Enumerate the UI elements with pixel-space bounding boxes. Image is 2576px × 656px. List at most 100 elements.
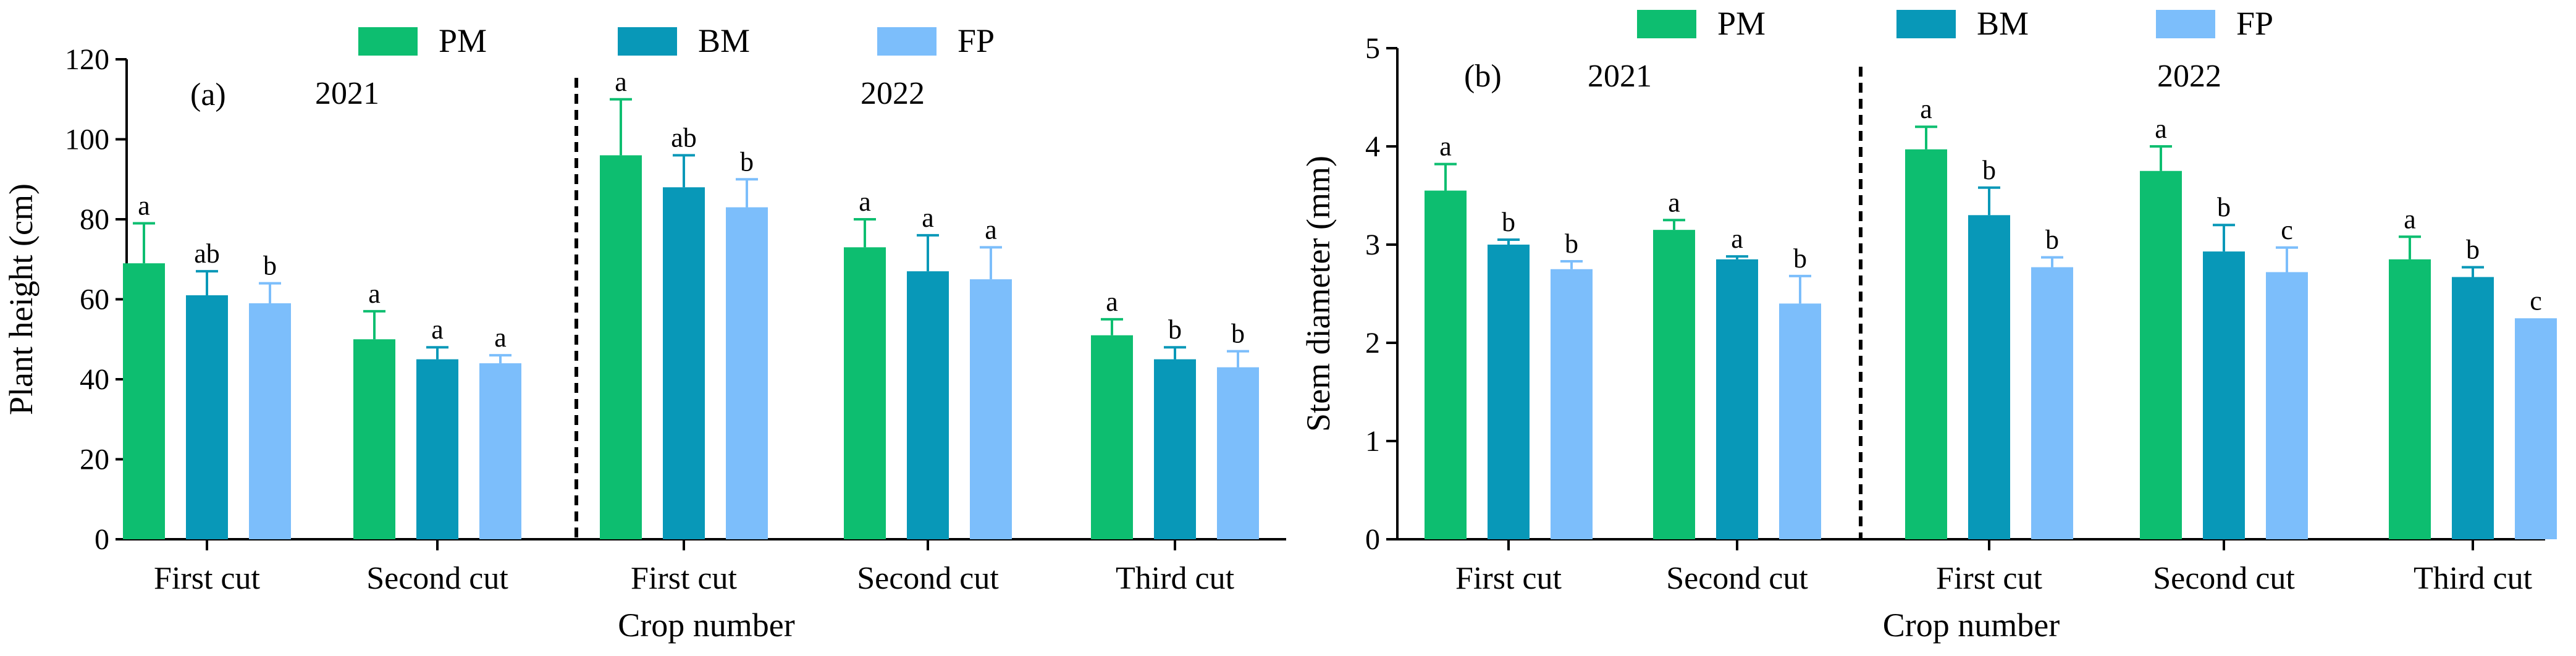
x-tick-label: Third cut <box>1116 561 1235 596</box>
bar-pm <box>1091 335 1133 539</box>
significance-letter: a <box>431 314 444 345</box>
bar-fp <box>1217 367 1259 539</box>
legend-label-bm: BM <box>1977 5 2029 42</box>
significance-letter: b <box>1793 243 1807 274</box>
bar-fp <box>479 363 521 539</box>
bar-bm <box>1968 215 2010 539</box>
bar-bm <box>2452 277 2494 539</box>
significance-letter: b <box>2045 225 2059 255</box>
legend-swatch-pm <box>1637 10 1696 38</box>
bar-bm <box>907 271 949 539</box>
x-tick-label: First cut <box>154 561 260 596</box>
significance-letter: b <box>1168 314 1182 345</box>
legend-label-pm: PM <box>1717 5 1766 42</box>
legend-swatch-bm <box>618 27 677 56</box>
bar-bm <box>1154 359 1196 539</box>
bar-pm <box>123 263 165 539</box>
bar-fp <box>1779 303 1821 539</box>
significance-letter: a <box>494 322 507 353</box>
y-tick-label: 1 <box>1365 425 1380 458</box>
significance-letter: b <box>2217 192 2231 222</box>
significance-letter: a <box>859 187 871 217</box>
legend-label-fp: FP <box>2236 5 2273 42</box>
y-axis-title: Stem diameter (mm) <box>1300 156 1337 432</box>
significance-letter: b <box>740 146 754 177</box>
x-tick-label: First cut <box>631 561 737 596</box>
y-tick-label: 0 <box>1365 523 1380 556</box>
bar-fp <box>249 303 291 539</box>
significance-letter: a <box>1920 94 1932 124</box>
x-tick-label: First cut <box>1936 561 2042 596</box>
bar-bm <box>2203 251 2245 539</box>
y-tick-label: 20 <box>80 444 109 476</box>
year-label: 2021 <box>1588 59 1652 94</box>
y-tick-label: 120 <box>65 43 109 76</box>
chart-panel-a: 0 20 40 60 80 100 120 Plant height (cm) Crop num… <box>2 22 1286 644</box>
bar-pm <box>600 155 642 539</box>
significance-letter: ab <box>194 238 220 269</box>
significance-letter: a <box>1106 287 1118 317</box>
significance-letter: ab <box>671 122 697 153</box>
x-tick-label: Second cut <box>366 561 508 596</box>
bar-fp <box>2266 272 2308 539</box>
significance-letter: a <box>615 67 627 97</box>
bar-bm <box>186 295 228 539</box>
significance-letter: a <box>2404 204 2416 234</box>
significance-letter: a <box>2155 114 2167 144</box>
x-tick-label: Third cut <box>2414 561 2533 596</box>
y-tick-label: 2 <box>1365 327 1380 360</box>
significance-letter: a <box>138 190 150 221</box>
significance-letter: a <box>985 214 997 245</box>
year-label: 2021 <box>315 76 379 111</box>
significance-letter: c <box>2530 285 2542 316</box>
legend-label-pm: PM <box>439 22 487 59</box>
legend-swatch-fp <box>2156 10 2215 38</box>
x-axis-title: Crop number <box>618 607 794 644</box>
legend-label-fp: FP <box>958 22 995 59</box>
bar-bm <box>1488 245 1530 539</box>
legend-swatch-pm <box>358 27 418 56</box>
y-tick-label: 60 <box>80 284 109 316</box>
bar-pm <box>1905 149 1947 539</box>
y-tick-label: 40 <box>80 363 109 396</box>
bar-bm <box>1716 259 1758 539</box>
bar-fp <box>2031 267 2073 539</box>
x-axis-title: Crop number <box>1883 607 2060 644</box>
bar-pm <box>844 247 886 539</box>
significance-letter: b <box>1502 207 1515 237</box>
bar-pm <box>2389 259 2431 539</box>
significance-letter: b <box>1231 319 1245 349</box>
x-tick-label: Second cut <box>857 561 999 596</box>
y-tick-label: 5 <box>1365 32 1380 65</box>
y-tick-label: 0 <box>95 523 109 556</box>
significance-letter: a <box>1668 187 1680 217</box>
bar-fp <box>726 207 768 539</box>
y-tick-label: 80 <box>80 203 109 236</box>
panel-label: (a) <box>190 77 226 112</box>
significance-letter: b <box>2466 235 2480 265</box>
bar-bm <box>416 359 458 539</box>
significance-letter: b <box>263 251 277 281</box>
bar-pm <box>2140 170 2182 539</box>
significance-letter: b <box>1565 229 1578 259</box>
x-tick-label: Second cut <box>1666 561 1808 596</box>
y-axis-title: Plant height (cm) <box>2 183 40 415</box>
significance-letter: a <box>1731 224 1743 254</box>
legend-label-bm: BM <box>698 22 750 59</box>
bar-pm <box>353 339 395 539</box>
significance-letter: a <box>368 279 381 309</box>
bar-pm <box>1425 190 1467 539</box>
year-label: 2022 <box>2157 59 2221 94</box>
chart-panel-b: 0 1 2 3 4 5 Stem diameter (mm) Crop number (b) 20… <box>1300 5 2557 644</box>
panel-label: (b) <box>1464 59 1502 94</box>
bar-fp <box>2515 318 2557 539</box>
bar-fp <box>1551 269 1593 539</box>
significance-letter: b <box>1982 155 1996 185</box>
y-tick-label: 3 <box>1365 229 1380 261</box>
legend-swatch-fp <box>877 27 937 56</box>
y-tick-label: 100 <box>65 124 109 156</box>
x-tick-label: First cut <box>1455 561 1562 596</box>
bar-bm <box>663 187 705 539</box>
y-tick-label: 4 <box>1365 130 1380 163</box>
